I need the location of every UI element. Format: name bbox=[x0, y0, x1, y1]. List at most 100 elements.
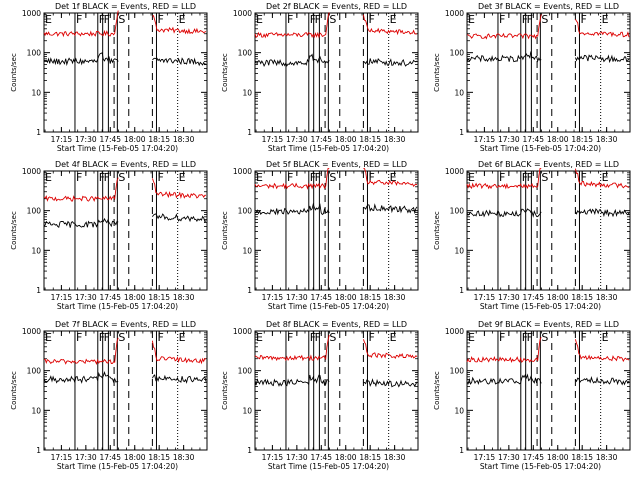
y-tick-label: 1000 bbox=[445, 9, 464, 18]
plot-panel-7: Det 7f BLACK = Events, RED = LLD 1000 100 1… bbox=[10, 320, 208, 471]
y-tick-label: 100 bbox=[238, 367, 253, 376]
event-marker-label: F bbox=[76, 331, 82, 344]
x-tick-label: 18:00 bbox=[547, 453, 569, 462]
event-marker-label: F bbox=[104, 13, 110, 26]
x-tick-label: 18:30 bbox=[596, 293, 618, 302]
x-tick-label: 18:00 bbox=[335, 135, 357, 144]
y-axis-label: Counts/sec bbox=[433, 371, 441, 410]
event-marker-label: E bbox=[256, 171, 263, 184]
x-tick-label: 18:00 bbox=[124, 293, 146, 302]
panel-title: Det 4f BLACK = Events, RED = LLD bbox=[55, 160, 196, 169]
y-tick-label: 1 bbox=[36, 128, 41, 137]
lld-series-line bbox=[43, 10, 207, 38]
event-marker-label: F bbox=[522, 331, 528, 344]
x-tick-label: 17:15 bbox=[474, 453, 496, 462]
y-axis-label: Counts/sec bbox=[433, 53, 441, 92]
event-marker-label: S bbox=[118, 13, 125, 26]
events-series-line bbox=[43, 52, 207, 67]
x-tick-label: 18:15 bbox=[571, 293, 593, 302]
x-tick-label: 17:15 bbox=[51, 293, 73, 302]
x-tick-label: 18:30 bbox=[173, 135, 195, 144]
panel-title: Det 3f BLACK = Events, RED = LLD bbox=[478, 2, 619, 11]
event-marker-label: E bbox=[179, 13, 186, 26]
lld-series-line bbox=[466, 168, 630, 190]
plot-frame bbox=[43, 330, 208, 451]
event-marker-label: E bbox=[256, 13, 263, 26]
x-tick-label: 17:15 bbox=[474, 135, 496, 144]
event-marker-label: F bbox=[368, 331, 374, 344]
y-tick-label: 100 bbox=[450, 207, 465, 216]
y-tick-label: 10 bbox=[242, 246, 252, 255]
y-axis-label: Counts/sec bbox=[221, 371, 229, 410]
lld-series-line bbox=[43, 337, 207, 366]
lld-series-line bbox=[254, 168, 418, 190]
event-marker-label: F bbox=[310, 171, 316, 184]
y-tick-label: 1000 bbox=[445, 167, 464, 176]
x-tick-label: 17:30 bbox=[498, 453, 520, 462]
events-series-line bbox=[254, 202, 418, 216]
y-tick-label: 100 bbox=[27, 367, 42, 376]
y-tick-label: 1000 bbox=[445, 327, 464, 336]
panel-title: Det 7f BLACK = Events, RED = LLD bbox=[55, 320, 196, 329]
y-tick-label: 1 bbox=[459, 446, 464, 455]
panel-title: Det 9f BLACK = Events, RED = LLD bbox=[478, 320, 619, 329]
x-tick-label: 18:00 bbox=[335, 293, 357, 302]
event-marker-label: F bbox=[76, 171, 82, 184]
event-marker-label: E bbox=[179, 331, 186, 344]
x-axis-label: Start Time (15-Feb-05 17:04:20) bbox=[268, 302, 389, 311]
event-marker-label: F bbox=[310, 13, 316, 26]
event-marker-label: F bbox=[580, 331, 586, 344]
x-tick-label: 18:15 bbox=[148, 135, 170, 144]
event-marker-label: E bbox=[390, 171, 397, 184]
event-marker-label: S bbox=[118, 331, 125, 344]
x-tick-label: 18:15 bbox=[359, 293, 381, 302]
plot-panel-3: Det 3f BLACK = Events, RED = LLD 1000 100 1… bbox=[433, 2, 631, 153]
x-tick-label: 17:45 bbox=[310, 135, 332, 144]
x-tick-label: 18:00 bbox=[335, 453, 357, 462]
y-tick-label: 100 bbox=[450, 49, 465, 58]
lld-series-line bbox=[467, 14, 630, 40]
event-marker-label: F bbox=[157, 331, 163, 344]
plot-frame bbox=[466, 12, 631, 133]
events-series-line bbox=[466, 208, 630, 218]
plot-frame bbox=[254, 330, 419, 451]
x-tick-label: 18:30 bbox=[173, 293, 195, 302]
plot-frame bbox=[254, 170, 419, 291]
event-marker-label: E bbox=[45, 331, 52, 344]
events-series-line bbox=[466, 373, 630, 386]
y-tick-label: 1 bbox=[247, 286, 252, 295]
y-tick-label: 100 bbox=[238, 207, 253, 216]
event-marker-label: F bbox=[157, 13, 163, 26]
y-tick-label: 1000 bbox=[233, 167, 252, 176]
events-series-line bbox=[254, 53, 418, 67]
y-tick-label: 1 bbox=[459, 128, 464, 137]
x-tick-label: 18:30 bbox=[596, 453, 618, 462]
y-tick-label: 10 bbox=[242, 88, 252, 97]
event-marker-label: F bbox=[522, 13, 528, 26]
y-axis-label: Counts/sec bbox=[10, 211, 18, 250]
event-marker-label: F bbox=[315, 171, 321, 184]
x-tick-label: 18:30 bbox=[173, 453, 195, 462]
y-tick-label: 1000 bbox=[233, 327, 252, 336]
plot-panel-5: Det 5f BLACK = Events, RED = LLD 1000 100 1… bbox=[221, 160, 419, 311]
event-marker-label: E bbox=[602, 13, 609, 26]
event-marker-label: F bbox=[287, 331, 293, 344]
events-series-line bbox=[466, 51, 630, 64]
x-tick-label: 18:15 bbox=[571, 453, 593, 462]
x-tick-label: 17:15 bbox=[262, 135, 284, 144]
event-marker-label: F bbox=[527, 13, 533, 26]
event-marker-label: E bbox=[179, 171, 186, 184]
y-tick-label: 1000 bbox=[233, 9, 252, 18]
event-marker-label: E bbox=[390, 13, 397, 26]
y-axis-label: Counts/sec bbox=[433, 211, 441, 250]
x-axis-label: Start Time (15-Feb-05 17:04:20) bbox=[268, 144, 389, 153]
event-marker-label: F bbox=[522, 171, 528, 184]
event-marker-label: F bbox=[287, 171, 293, 184]
event-marker-label: S bbox=[541, 171, 548, 184]
x-tick-label: 18:15 bbox=[571, 135, 593, 144]
plot-frame bbox=[466, 330, 631, 451]
event-marker-label: F bbox=[157, 171, 163, 184]
x-tick-label: 17:30 bbox=[498, 135, 520, 144]
x-tick-label: 17:45 bbox=[522, 293, 544, 302]
